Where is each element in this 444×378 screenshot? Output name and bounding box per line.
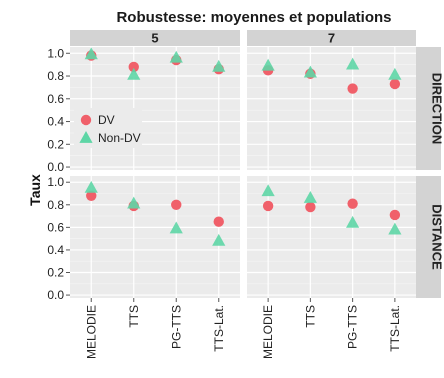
y-tick-label: 0.4 bbox=[47, 243, 64, 257]
non-dv-point bbox=[127, 67, 141, 80]
y-tick-label: 0.4 bbox=[47, 115, 64, 129]
dv-point bbox=[128, 61, 139, 73]
dv-point bbox=[347, 83, 358, 94]
y-tick-label: 0.2 bbox=[47, 137, 64, 151]
non-dv-point bbox=[261, 184, 275, 197]
x-tick-label: TTS-Lat. bbox=[388, 305, 402, 352]
dv-point bbox=[86, 190, 97, 201]
x-tick-label: MELODIE bbox=[261, 305, 275, 359]
legend-non-dv-label: Non-DV bbox=[98, 131, 141, 145]
row-strip bbox=[416, 47, 441, 170]
y-tick-label: 0.6 bbox=[47, 220, 64, 234]
y-tick-label: 1.0 bbox=[47, 175, 64, 189]
y-tick-label: 0.2 bbox=[47, 266, 64, 280]
panel-background bbox=[247, 47, 416, 170]
x-tick-label: PG-TTS bbox=[346, 305, 360, 349]
x-tick-label: TTS bbox=[127, 305, 141, 328]
dv-point bbox=[171, 199, 182, 210]
y-tick-label: 0.0 bbox=[47, 160, 64, 174]
non-dv-point bbox=[84, 47, 98, 60]
y-tick-label: 0.8 bbox=[47, 198, 64, 212]
non-dv-point bbox=[388, 222, 402, 235]
dv-point bbox=[305, 201, 316, 213]
non-dv-point bbox=[84, 180, 98, 193]
y-tick-label: 0.8 bbox=[47, 69, 64, 83]
y-axis-label: Taux bbox=[27, 174, 43, 206]
non-dv-point bbox=[346, 215, 360, 228]
non-dv-point bbox=[346, 57, 360, 70]
non-dv-point bbox=[169, 50, 183, 63]
non-dv-point bbox=[212, 59, 226, 72]
column-strip-label: 7 bbox=[328, 31, 335, 46]
y-tick-label: 1.0 bbox=[47, 46, 64, 60]
x-tick-label: PG-TTS bbox=[169, 305, 183, 349]
non-dv-point bbox=[388, 67, 402, 80]
legend-dv-label: DV bbox=[98, 113, 115, 127]
column-strip bbox=[247, 30, 416, 46]
row-strip bbox=[416, 176, 441, 298]
non-dv-point bbox=[303, 65, 317, 78]
non-dv-point bbox=[169, 221, 183, 234]
y-tick-label: 0.0 bbox=[47, 288, 64, 302]
x-tick-label: MELODIE bbox=[84, 305, 98, 359]
non-dv-point bbox=[261, 58, 275, 71]
non-dv-point bbox=[212, 233, 226, 246]
legend-dv-key bbox=[80, 114, 92, 126]
dv-point bbox=[213, 216, 224, 227]
panel-background bbox=[247, 176, 416, 298]
x-tick-label: TTS-Lat. bbox=[212, 305, 226, 352]
row-strip-label: DISTANCE bbox=[430, 204, 444, 270]
dv-point bbox=[389, 78, 401, 90]
column-strip-label: 5 bbox=[151, 31, 158, 46]
column-strip bbox=[70, 30, 240, 46]
legend-non-dv-key bbox=[79, 130, 93, 143]
chart-title: Robustesse: moyennes et populations bbox=[116, 9, 391, 26]
panel-background bbox=[70, 176, 240, 298]
dv-point bbox=[347, 198, 358, 209]
dv-point bbox=[262, 200, 274, 212]
row-strip-label: DIRECTION bbox=[430, 73, 444, 145]
x-tick-label: TTS bbox=[303, 305, 317, 328]
non-dv-point bbox=[303, 191, 317, 203]
y-tick-label: 0.6 bbox=[47, 92, 64, 106]
non-dv-point bbox=[127, 196, 141, 209]
plot-area: 5 7DIRECTIONDISTANCE0.00.20.40.60.81.00.0… bbox=[47, 30, 444, 359]
dv-point bbox=[389, 209, 401, 221]
